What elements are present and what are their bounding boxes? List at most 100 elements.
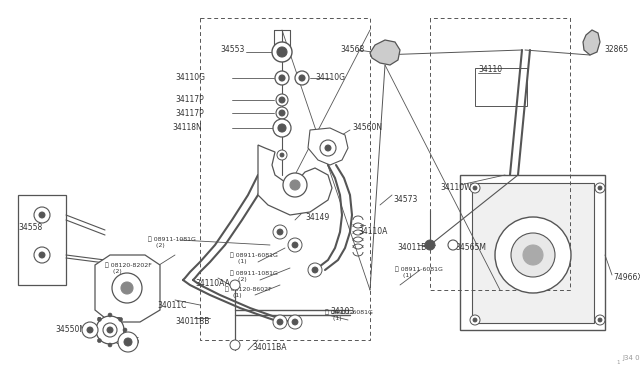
- Circle shape: [283, 173, 307, 197]
- Text: 34110G: 34110G: [175, 74, 205, 83]
- Text: 34011BB: 34011BB: [175, 317, 209, 327]
- Text: Ⓝ 08911-1081G
    (2): Ⓝ 08911-1081G (2): [230, 270, 278, 282]
- Circle shape: [34, 207, 50, 223]
- Circle shape: [272, 42, 292, 62]
- Text: 34565M: 34565M: [455, 244, 486, 253]
- Circle shape: [121, 282, 133, 294]
- Circle shape: [108, 343, 112, 347]
- Text: 34110G: 34110G: [315, 74, 345, 83]
- Text: 1: 1: [616, 359, 620, 365]
- Circle shape: [97, 339, 101, 343]
- Circle shape: [470, 183, 480, 193]
- Circle shape: [495, 217, 571, 293]
- Circle shape: [107, 327, 113, 333]
- Circle shape: [470, 315, 480, 325]
- Circle shape: [96, 316, 124, 344]
- Text: 34110AA: 34110AA: [195, 279, 230, 288]
- Text: 34117P: 34117P: [175, 96, 204, 105]
- Text: Ⓝ 08911-6081G
    (1): Ⓝ 08911-6081G (1): [230, 252, 278, 264]
- Circle shape: [273, 225, 287, 239]
- Text: 32865: 32865: [604, 45, 628, 55]
- Circle shape: [295, 71, 309, 85]
- Circle shape: [278, 124, 286, 132]
- Circle shape: [103, 323, 117, 337]
- Circle shape: [595, 183, 605, 193]
- Circle shape: [320, 140, 336, 156]
- Text: 34110A: 34110A: [358, 228, 387, 237]
- Circle shape: [97, 317, 101, 321]
- Text: Ⓑ 08120-8202F
    (2): Ⓑ 08120-8202F (2): [105, 262, 152, 274]
- Circle shape: [598, 318, 602, 322]
- Circle shape: [39, 252, 45, 258]
- Bar: [460, 175, 605, 330]
- Text: J34 00: J34 00: [622, 355, 640, 361]
- Text: 34573: 34573: [393, 196, 417, 205]
- Circle shape: [93, 328, 97, 332]
- Circle shape: [230, 340, 240, 350]
- Text: 34110: 34110: [478, 65, 502, 74]
- Bar: [472, 183, 594, 323]
- Circle shape: [325, 145, 331, 151]
- Bar: [18, 195, 66, 285]
- Circle shape: [473, 318, 477, 322]
- Circle shape: [277, 47, 287, 57]
- Text: 34550M: 34550M: [55, 326, 86, 334]
- Text: 34011C: 34011C: [157, 301, 186, 310]
- Circle shape: [273, 119, 291, 137]
- Text: 34560N: 34560N: [352, 124, 382, 132]
- Polygon shape: [95, 255, 160, 322]
- Circle shape: [292, 319, 298, 325]
- Text: 34557: 34557: [96, 317, 120, 327]
- Circle shape: [275, 71, 289, 85]
- Text: 74966X: 74966X: [613, 273, 640, 282]
- Text: 34117P: 34117P: [175, 109, 204, 118]
- Circle shape: [473, 186, 477, 190]
- Circle shape: [39, 212, 45, 218]
- Text: 34103: 34103: [330, 308, 355, 317]
- Circle shape: [277, 229, 283, 235]
- Polygon shape: [370, 40, 400, 65]
- Circle shape: [112, 273, 142, 303]
- Text: 34149: 34149: [305, 214, 329, 222]
- Polygon shape: [308, 128, 348, 165]
- Circle shape: [34, 247, 50, 263]
- Circle shape: [279, 75, 285, 81]
- Circle shape: [118, 317, 123, 321]
- Text: 34011BA: 34011BA: [252, 343, 287, 352]
- Circle shape: [277, 150, 287, 160]
- Circle shape: [290, 180, 300, 190]
- Circle shape: [595, 315, 605, 325]
- Circle shape: [230, 280, 240, 290]
- Circle shape: [598, 186, 602, 190]
- Polygon shape: [583, 30, 600, 55]
- Polygon shape: [258, 145, 332, 215]
- Text: Ⓝ 08911-6081G
    (1): Ⓝ 08911-6081G (1): [395, 266, 443, 278]
- Circle shape: [124, 338, 132, 346]
- Circle shape: [279, 110, 285, 116]
- Circle shape: [273, 315, 287, 329]
- Circle shape: [523, 245, 543, 265]
- Circle shape: [87, 327, 93, 333]
- Text: 34110W: 34110W: [440, 183, 472, 192]
- Circle shape: [292, 242, 298, 248]
- Circle shape: [511, 233, 555, 277]
- Circle shape: [299, 75, 305, 81]
- Circle shape: [425, 240, 435, 250]
- Circle shape: [312, 267, 318, 273]
- Circle shape: [279, 97, 285, 103]
- Bar: [475, 68, 527, 106]
- Circle shape: [276, 107, 288, 119]
- Circle shape: [277, 319, 283, 325]
- Circle shape: [276, 94, 288, 106]
- Circle shape: [108, 313, 112, 317]
- Text: 34558: 34558: [18, 224, 42, 232]
- Text: 34118N: 34118N: [172, 124, 202, 132]
- Circle shape: [123, 328, 127, 332]
- Circle shape: [280, 153, 284, 157]
- Circle shape: [448, 240, 458, 250]
- Text: 34556: 34556: [115, 337, 140, 346]
- Circle shape: [308, 263, 322, 277]
- Text: 34568: 34568: [340, 45, 364, 55]
- Text: 34011B: 34011B: [397, 244, 426, 253]
- Circle shape: [82, 322, 98, 338]
